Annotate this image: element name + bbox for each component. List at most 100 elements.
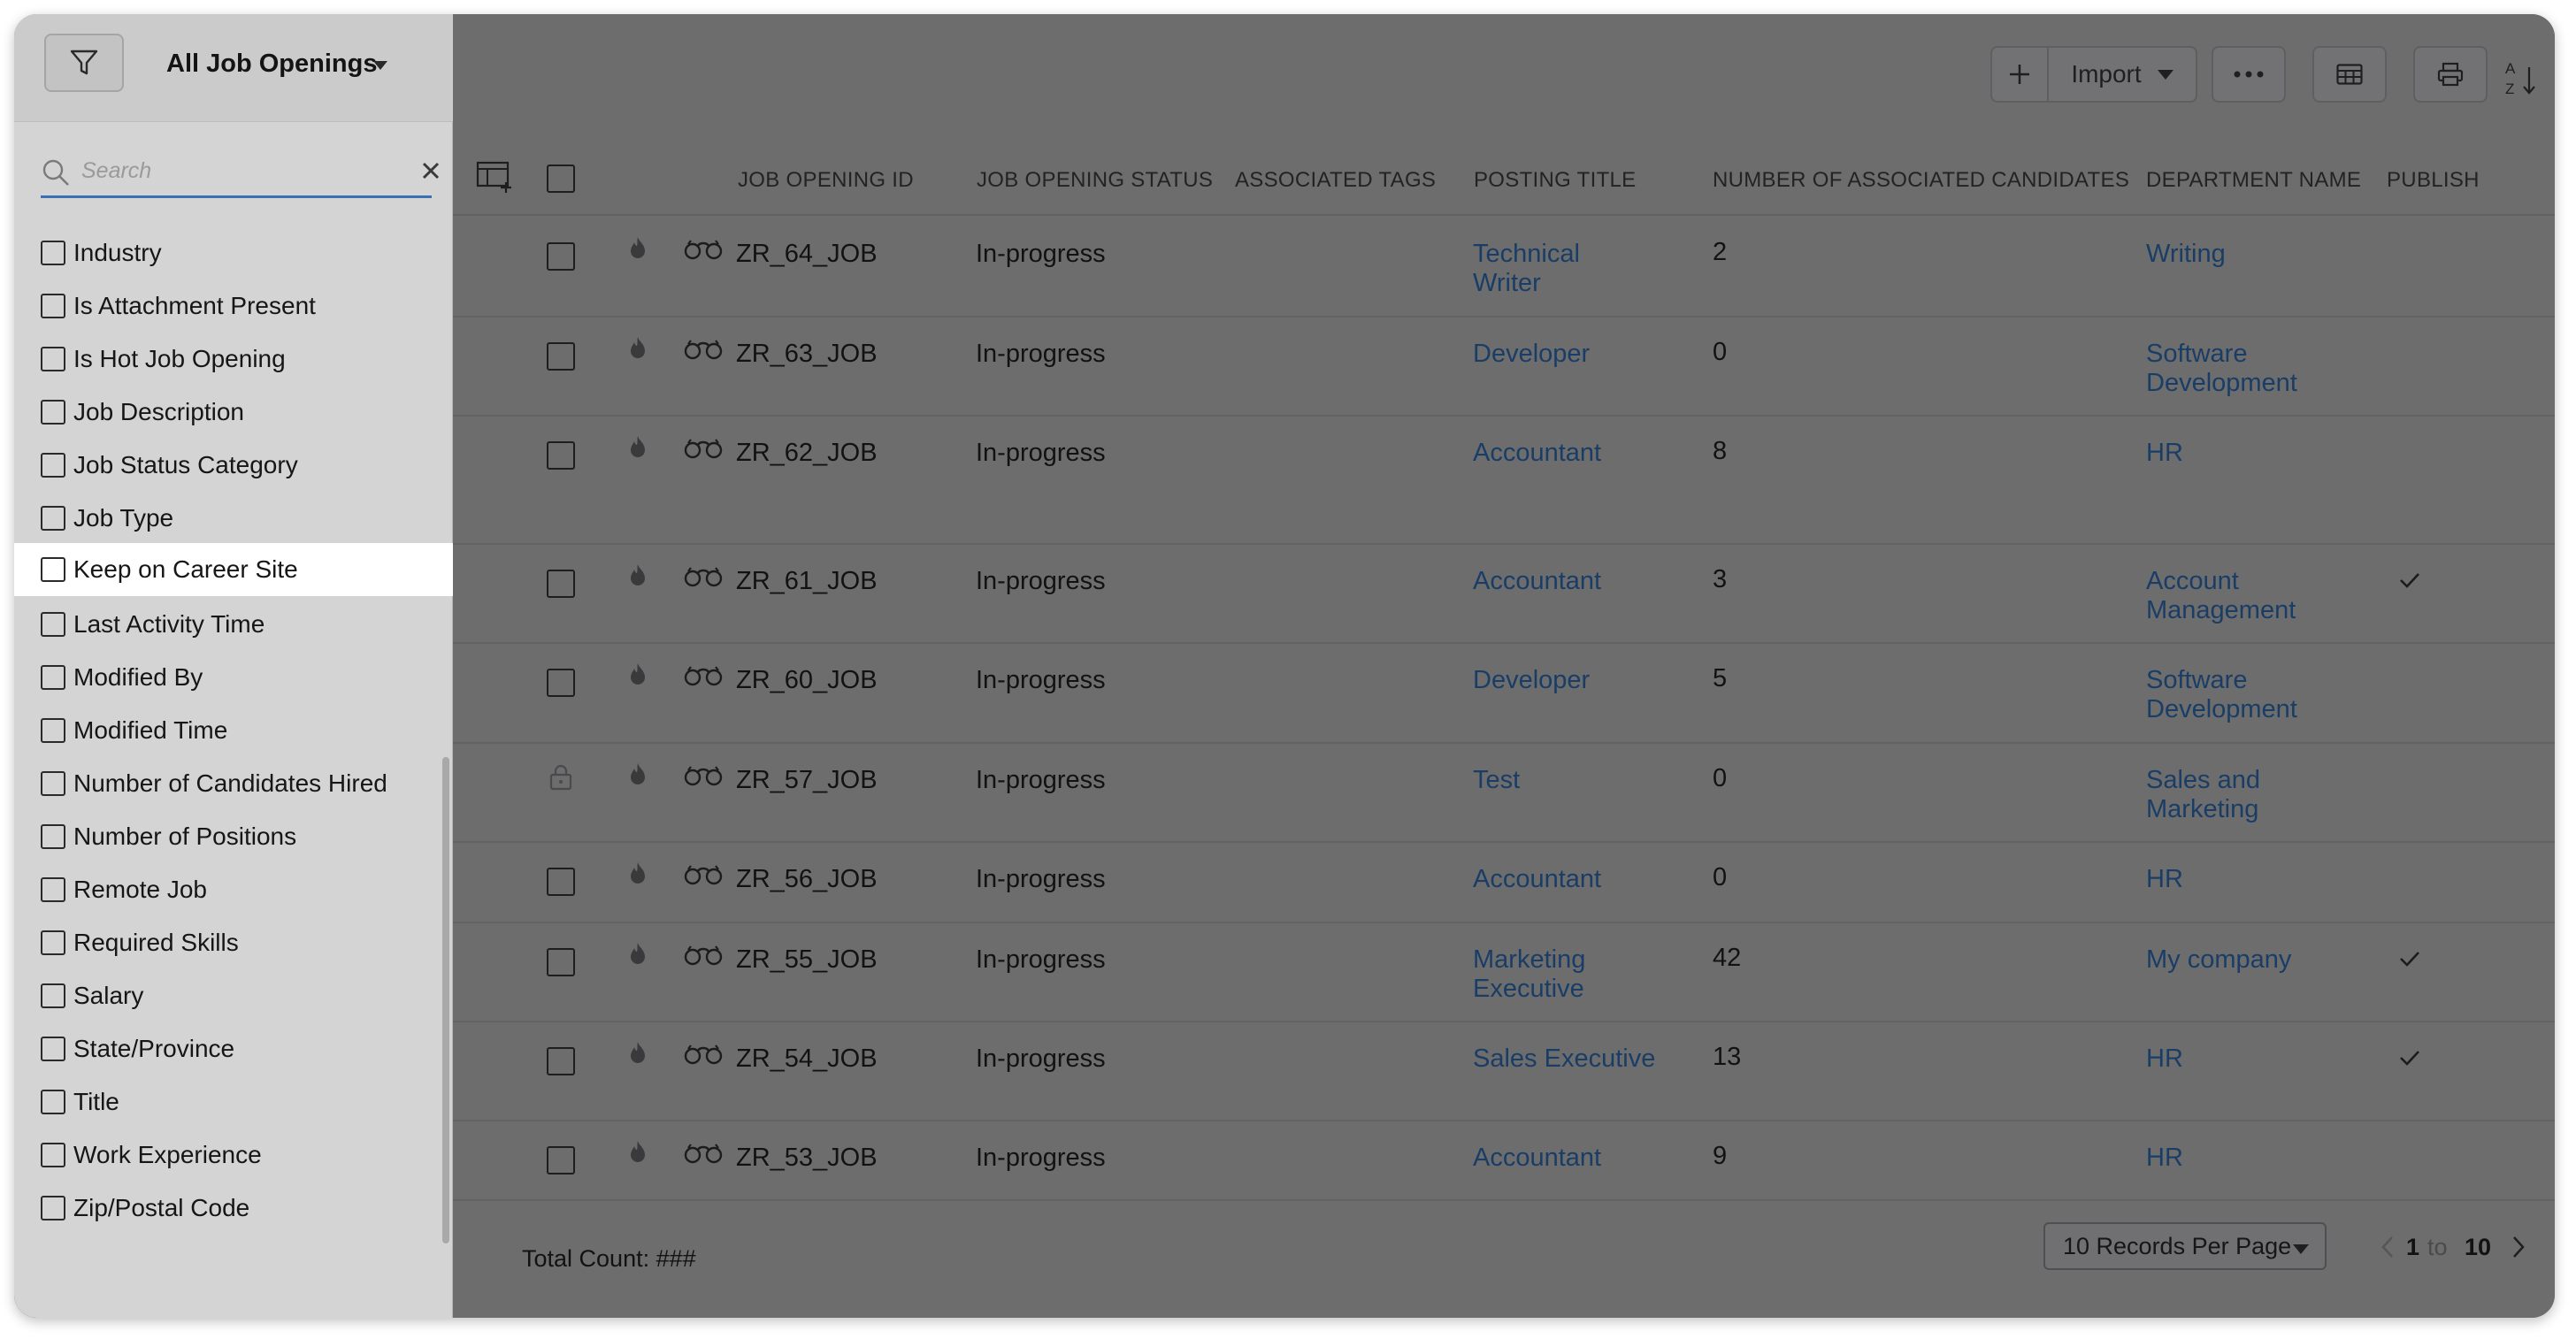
hot-job-icon[interactable] (628, 1139, 648, 1166)
filter-field-checkbox[interactable] (41, 983, 65, 1008)
table-row[interactable]: ZR_53_JOB In-progress Accountant 9 HR (14, 1121, 2555, 1201)
clear-icon[interactable] (421, 161, 441, 180)
binoculars-icon[interactable] (683, 665, 724, 686)
prev-page-icon[interactable] (2380, 1235, 2396, 1259)
chevron-down-icon[interactable] (373, 61, 387, 70)
hot-job-icon[interactable] (628, 434, 648, 461)
filter-field-checkbox[interactable] (41, 1196, 65, 1220)
filter-field-checkbox[interactable] (41, 453, 65, 478)
filter-field-checkbox[interactable] (41, 347, 65, 371)
row-checkbox[interactable] (547, 570, 575, 598)
filter-toggle-button[interactable] (44, 34, 124, 92)
column-settings-icon[interactable] (476, 161, 513, 193)
binoculars-icon[interactable] (683, 239, 724, 260)
posting-title-link[interactable]: Accountant (1473, 439, 1602, 467)
hot-job-icon[interactable] (628, 235, 648, 262)
filter-field-item[interactable]: Is Attachment Present (14, 279, 453, 333)
filter-field-item[interactable]: Industry (14, 226, 453, 279)
next-page-icon[interactable] (2511, 1235, 2526, 1259)
header-posting-title[interactable]: POSTING TITLE (1474, 168, 1637, 192)
row-checkbox[interactable] (547, 1047, 575, 1075)
hot-job-icon[interactable] (628, 941, 648, 968)
department-link[interactable]: Management (2146, 596, 2296, 624)
filter-field-checkbox[interactable] (41, 1143, 65, 1167)
binoculars-icon[interactable] (683, 566, 724, 587)
filter-field-item[interactable]: Modified Time (14, 704, 453, 757)
filter-field-item[interactable]: Job Type (14, 492, 453, 545)
department-link[interactable]: My company (2146, 945, 2292, 974)
print-button[interactable] (2415, 48, 2486, 101)
posting-title-link[interactable]: Developer (1473, 340, 1591, 368)
posting-title-link[interactable]: Accountant (1473, 567, 1602, 595)
department-link[interactable]: Sales and (2146, 766, 2260, 794)
department-link[interactable]: Account (2146, 567, 2239, 595)
table-row[interactable]: ZR_60_JOB In-progress Developer 5 Software De… (14, 644, 2555, 744)
filter-field-checkbox[interactable] (41, 1090, 65, 1114)
records-per-page-select[interactable]: 10 Records Per Page (2043, 1222, 2327, 1270)
binoculars-icon[interactable] (683, 945, 724, 966)
header-publish[interactable]: PUBLISH (2387, 168, 2480, 192)
department-link[interactable]: Software (2146, 340, 2248, 368)
add-button[interactable] (1992, 48, 2049, 101)
header-associated-candidates[interactable]: NUMBER OF ASSOCIATED CANDIDATES (1713, 168, 2130, 192)
filter-field-checkbox[interactable] (41, 877, 65, 902)
filter-field-item[interactable]: Job Status Category (14, 439, 453, 492)
posting-title-link[interactable]: Marketing (1473, 945, 1586, 974)
posting-title-link[interactable]: Accountant (1473, 865, 1602, 893)
table-row[interactable]: ZR_57_JOB In-progress Test 0 Sales and Market… (14, 744, 2555, 843)
filter-field-item[interactable]: Modified By (14, 651, 453, 704)
filter-field-item[interactable]: Is Hot Job Opening (14, 333, 453, 386)
filter-field-checkbox[interactable] (41, 771, 65, 796)
department-link[interactable]: Writing (2146, 240, 2226, 268)
filter-field-checkbox[interactable] (41, 665, 65, 690)
table-row[interactable]: ZR_55_JOB In-progress Marketing Executive 42… (14, 923, 2555, 1022)
filter-field-item[interactable]: Title (14, 1075, 453, 1129)
department-link[interactable]: Development (2146, 369, 2297, 397)
filter-field-item[interactable]: Required Skills (14, 916, 453, 969)
table-row[interactable]: ZR_63_JOB In-progress Developer 0 Software De… (14, 318, 2555, 417)
row-checkbox[interactable] (547, 441, 575, 470)
filter-field-checkbox[interactable] (41, 612, 65, 637)
filter-field-checkbox[interactable] (41, 241, 65, 265)
filter-field-item[interactable]: Salary (14, 969, 453, 1022)
table-row[interactable]: ZR_56_JOB In-progress Accountant 0 HR (14, 843, 2555, 923)
hot-job-icon[interactable] (628, 662, 648, 688)
filter-field-item[interactable]: Zip/Postal Code (14, 1182, 453, 1235)
department-link[interactable]: HR (2146, 865, 2183, 893)
department-link[interactable]: HR (2146, 1144, 2183, 1172)
filter-field-checkbox[interactable] (41, 930, 65, 955)
table-view-button[interactable] (2314, 48, 2385, 101)
posting-title-link[interactable]: Accountant (1473, 1144, 1602, 1172)
header-department-name[interactable]: DEPARTMENT NAME (2146, 168, 2362, 192)
import-button[interactable]: Import (2049, 48, 2196, 101)
select-all-checkbox[interactable] (547, 165, 575, 193)
panel-scrollbar[interactable] (442, 757, 449, 1243)
header-job-opening-id[interactable]: JOB OPENING ID (738, 168, 914, 192)
filter-field-item[interactable]: State/Province (14, 1022, 453, 1075)
filter-field-item[interactable]: Job Description (14, 386, 453, 439)
binoculars-icon[interactable] (683, 339, 724, 360)
filter-field-item[interactable]: Number of Positions (14, 810, 453, 863)
posting-title-link[interactable]: Technical (1473, 240, 1580, 268)
posting-title-link[interactable]: Writer (1473, 269, 1541, 297)
department-link[interactable]: Marketing (2146, 795, 2259, 823)
hot-job-icon[interactable] (628, 562, 648, 589)
binoculars-icon[interactable] (683, 438, 724, 459)
department-link[interactable]: HR (2146, 1044, 2183, 1073)
filter-field-checkbox[interactable] (41, 557, 65, 582)
filter-field-item[interactable]: Keep on Career Site (14, 543, 453, 596)
filter-field-checkbox[interactable] (41, 824, 65, 849)
filter-field-checkbox[interactable] (41, 718, 65, 743)
hot-job-icon[interactable] (628, 335, 648, 362)
department-link[interactable]: HR (2146, 439, 2183, 467)
view-selector[interactable]: All Job Openings (166, 50, 378, 78)
filter-field-item[interactable]: Work Experience (14, 1129, 453, 1182)
binoculars-icon[interactable] (683, 864, 724, 885)
table-row[interactable]: ZR_64_JOB In-progress Technical Writer 2 Writ… (14, 218, 2555, 318)
hot-job-icon[interactable] (628, 761, 648, 788)
binoculars-icon[interactable] (683, 1143, 724, 1164)
posting-title-link[interactable]: Executive (1473, 975, 1584, 1003)
row-checkbox[interactable] (547, 669, 575, 697)
posting-title-link[interactable]: Developer (1473, 666, 1591, 694)
filter-field-checkbox[interactable] (41, 506, 65, 531)
